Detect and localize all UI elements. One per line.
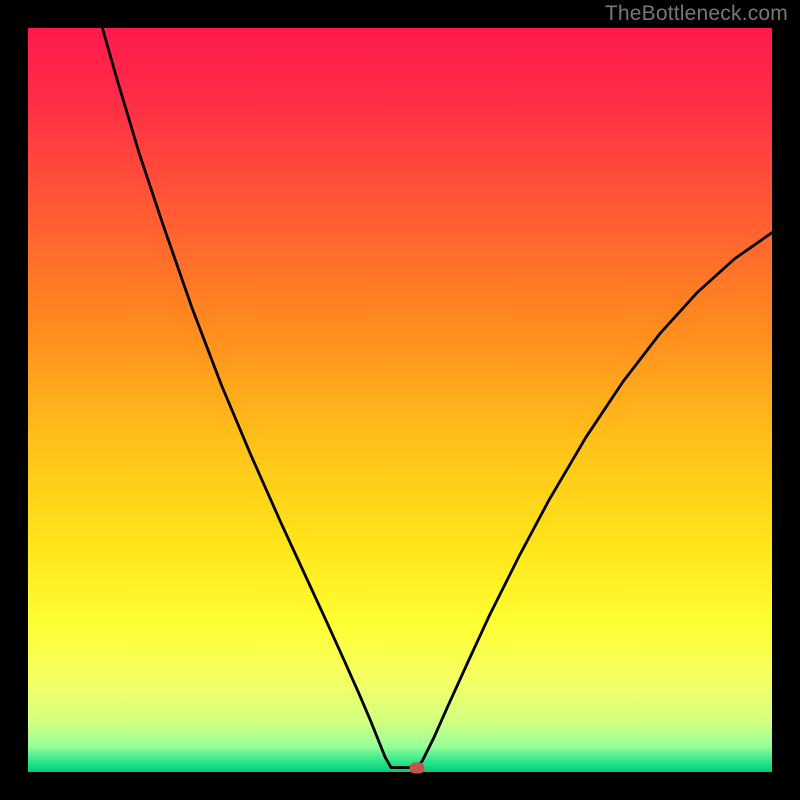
- plot-area: [28, 28, 772, 772]
- watermark-text: TheBottleneck.com: [605, 2, 788, 26]
- minimum-marker: [407, 758, 427, 778]
- curve-line: [28, 28, 772, 772]
- chart-frame: TheBottleneck.com: [0, 0, 800, 800]
